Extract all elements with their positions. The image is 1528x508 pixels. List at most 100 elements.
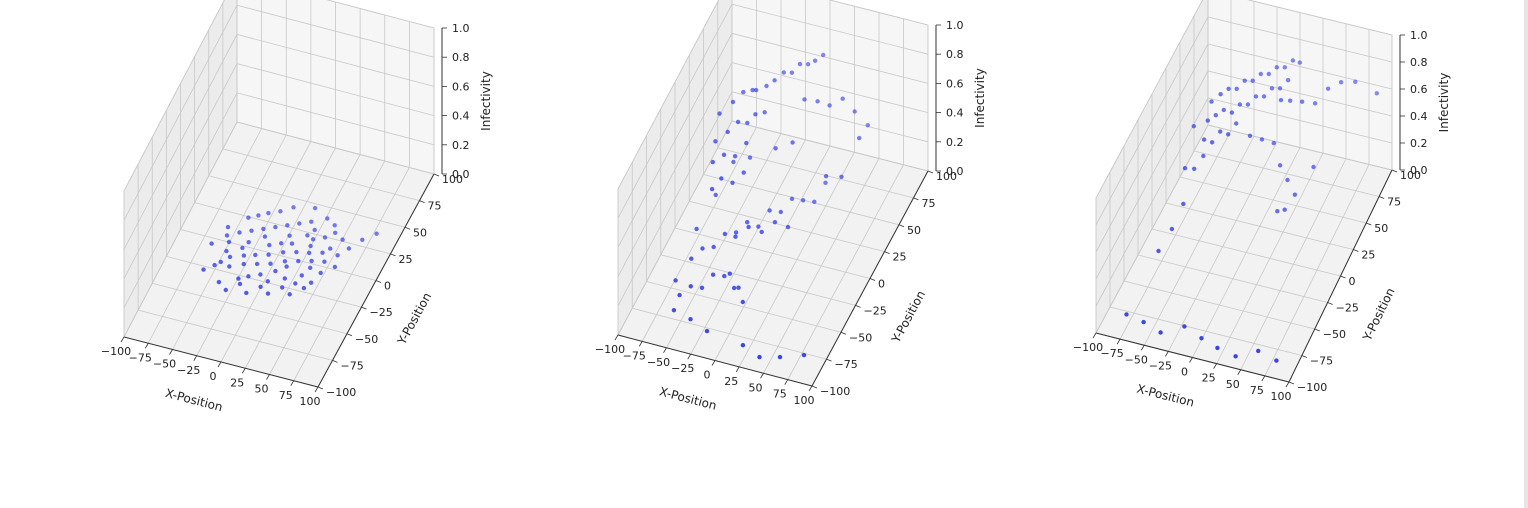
data-point: [258, 272, 263, 277]
data-point: [240, 245, 245, 251]
data-point: [1266, 71, 1272, 77]
data-point: [301, 285, 307, 291]
x-tick: [290, 380, 295, 386]
data-point: [273, 224, 278, 230]
y-tick: [375, 280, 382, 283]
data-point: [236, 276, 241, 281]
z-gridline: [617, 0, 929, 190]
data-point: [730, 99, 736, 105]
y-tick: [1366, 222, 1372, 226]
x-tick-label: 100: [300, 395, 321, 408]
y-tick: [361, 306, 367, 310]
data-point: [1312, 101, 1318, 106]
y-tick: [884, 251, 890, 254]
data-point: [282, 259, 288, 264]
z-gridline: [617, 32, 929, 248]
y-tick: [433, 173, 440, 177]
y-axis-title: Y-Position: [394, 290, 434, 348]
data-point: [312, 205, 318, 211]
y-tick: [317, 386, 324, 390]
data-point: [241, 261, 246, 267]
y-tick: [1353, 249, 1359, 252]
z-gridline: [617, 91, 929, 306]
data-point: [1271, 140, 1277, 146]
data-point: [312, 227, 317, 233]
y-axis-title: Y-Position: [1360, 286, 1398, 344]
data-point: [1192, 166, 1197, 171]
data-point: [335, 253, 340, 258]
data-point: [225, 224, 231, 230]
data-point: [1353, 79, 1358, 85]
data-point: [332, 264, 338, 270]
z-gridline: [1095, 124, 1393, 334]
data-point: [265, 291, 271, 296]
x-tick: [1285, 381, 1290, 388]
data-point: [284, 264, 289, 269]
y-gridline: [646, 281, 842, 333]
data-point: [297, 221, 302, 226]
data-point: [273, 268, 278, 274]
x-tick: [266, 374, 270, 380]
data-point: [333, 230, 338, 235]
x-tick: [1213, 363, 1217, 369]
z-tick-label: 1.0: [946, 19, 964, 32]
data-point: [744, 140, 749, 146]
data-point: [340, 237, 345, 242]
data-point: [730, 180, 735, 185]
x-tick-label: 25: [1202, 372, 1216, 385]
data-point: [1269, 86, 1275, 91]
data-point: [815, 99, 820, 104]
data-point: [1282, 65, 1288, 70]
data-point: [1221, 107, 1227, 113]
x-tick-label: −50: [153, 358, 176, 371]
data-point: [1156, 248, 1161, 254]
y-gridline: [1193, 150, 1380, 197]
y-tick: [404, 226, 411, 230]
z-gridline: [1095, 97, 1393, 307]
x-tick: [1189, 357, 1193, 363]
z-gridline: [617, 62, 929, 277]
z-tick-label: 0.2: [452, 139, 470, 152]
z-tick-label: 0.8: [946, 48, 964, 61]
data-point: [857, 135, 862, 141]
y-tick-label: −75: [835, 358, 858, 371]
data-point: [224, 233, 230, 238]
data-point: [266, 252, 271, 257]
y-tick-label: −100: [1297, 381, 1327, 394]
data-point: [212, 262, 217, 268]
z-gridline: [123, 92, 435, 308]
z-gridline: [123, 0, 435, 192]
x-tick: [193, 355, 198, 361]
x-tick-label: −75: [623, 349, 646, 362]
x-tick-label: −25: [177, 364, 200, 377]
y-gridline: [180, 229, 377, 281]
z-gridline: [1095, 16, 1393, 226]
data-point: [745, 220, 750, 225]
y-tick: [1391, 169, 1398, 173]
z-axis-title: Infectivity: [1437, 73, 1451, 133]
y-tick: [898, 224, 905, 228]
y-tick-label: 100: [442, 173, 463, 186]
z-tick-label: 0.0: [946, 165, 964, 178]
data-point: [1209, 99, 1214, 104]
data-point: [710, 272, 716, 277]
z-tick-label: 0.4: [1410, 110, 1428, 123]
y-tick-label: 50: [907, 224, 921, 237]
y-tick-label: 0: [384, 280, 391, 293]
data-point: [332, 223, 337, 228]
data-point: [717, 111, 722, 116]
data-point: [688, 317, 693, 322]
z-gridline: [123, 4, 435, 221]
data-point: [785, 224, 791, 230]
y-tick-label: 75: [1387, 196, 1401, 209]
y-tick-label: −50: [849, 331, 872, 344]
y-tick: [1288, 381, 1295, 385]
y-gridline: [660, 254, 856, 306]
data-point: [278, 209, 283, 214]
z-tick-label: 0.0: [452, 168, 470, 181]
z-axis-title: Infectivity: [479, 71, 493, 131]
y-gridline: [1137, 254, 1328, 303]
z-tick-label: 0.8: [452, 51, 470, 64]
y-gridline: [632, 307, 827, 360]
data-point: [777, 354, 783, 360]
